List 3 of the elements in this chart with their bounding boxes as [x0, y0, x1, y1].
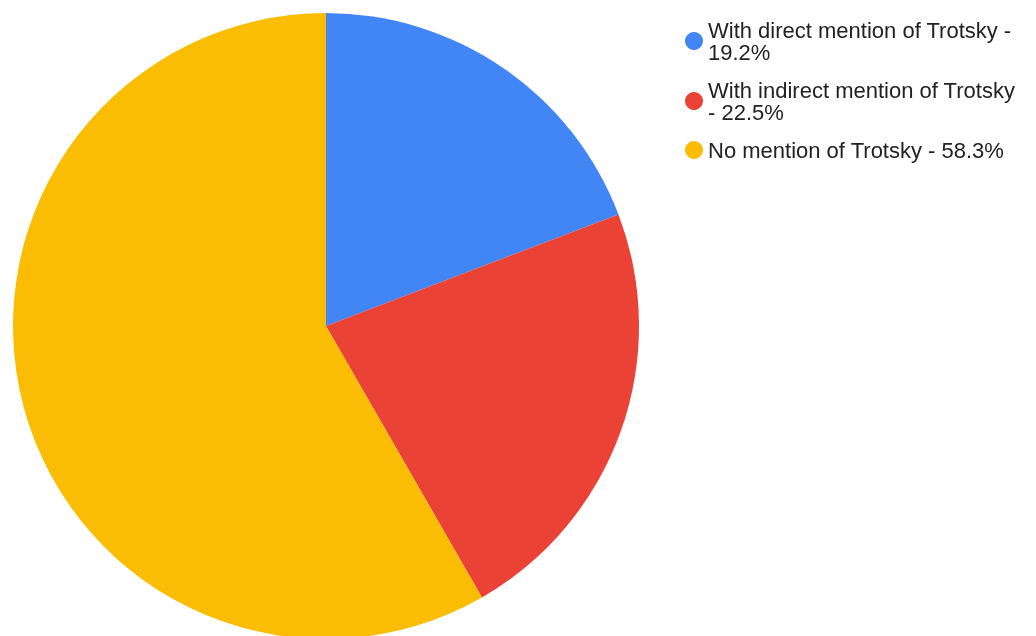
legend-label: No mention of Trotsky - 58.3% [708, 137, 1004, 163]
legend-label: With indirect mention of Trotsky - 22.5% [708, 77, 1021, 125]
legend-label: With direct mention of Trotsky - 19.2% [708, 17, 1018, 65]
